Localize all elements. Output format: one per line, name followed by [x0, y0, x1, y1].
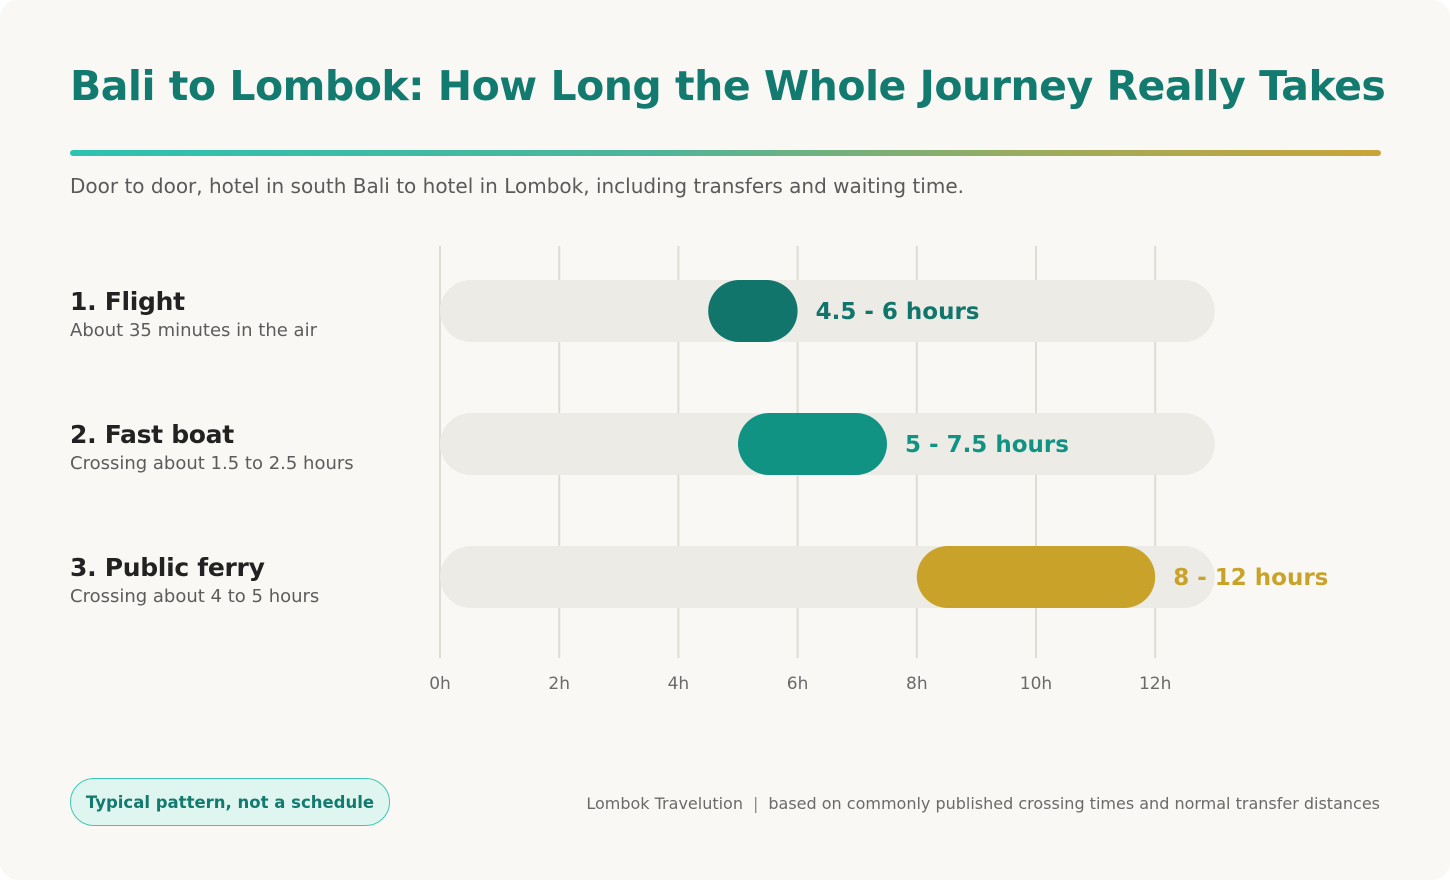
- x-tick-label: 2h: [548, 674, 570, 694]
- range-value-label: 8 - 12 hours: [1173, 565, 1328, 591]
- row-note: About 35 minutes in the air: [70, 320, 317, 341]
- range-value-label: 4.5 - 6 hours: [816, 299, 980, 325]
- range-bar: [738, 413, 887, 475]
- bar-track: [440, 280, 1215, 342]
- range-bar: [708, 280, 798, 342]
- row-label-flight: 1. Flight About 35 minutes in the air: [70, 287, 430, 341]
- footer-brand: Lombok Travelution: [586, 794, 743, 813]
- page-title: Bali to Lombok: How Long the Whole Journ…: [70, 62, 1386, 110]
- row-title: 2. Fast boat: [70, 420, 234, 449]
- row-title: 3. Public ferry: [70, 553, 265, 582]
- subtitle: Door to door, hotel in south Bali to hot…: [70, 174, 964, 198]
- x-tick-label: 8h: [906, 674, 928, 694]
- row-label-fast-boat: 2. Fast boat Crossing about 1.5 to 2.5 h…: [70, 420, 430, 474]
- footer-credit: Lombok Travelution | based on commonly pub…: [586, 794, 1380, 813]
- x-tick-label: 10h: [1020, 674, 1052, 694]
- x-tick-label: 4h: [668, 674, 690, 694]
- title-divider: [70, 150, 1381, 156]
- x-tick-label: 12h: [1139, 674, 1171, 694]
- footer-source: based on commonly published crossing tim…: [768, 794, 1380, 813]
- row-note: Crossing about 1.5 to 2.5 hours: [70, 453, 354, 474]
- x-tick-label: 0h: [429, 674, 451, 694]
- range-bar: [916, 546, 1156, 608]
- range-value-label: 5 - 7.5 hours: [905, 432, 1069, 458]
- row-label-public-ferry: 3. Public ferry Crossing about 4 to 5 ho…: [70, 553, 430, 607]
- footer-separator: |: [752, 794, 759, 813]
- row-note: Crossing about 4 to 5 hours: [70, 586, 320, 607]
- x-tick-label: 6h: [787, 674, 809, 694]
- row-title: 1. Flight: [70, 287, 185, 316]
- disclaimer-badge: Typical pattern, not a schedule: [70, 778, 390, 826]
